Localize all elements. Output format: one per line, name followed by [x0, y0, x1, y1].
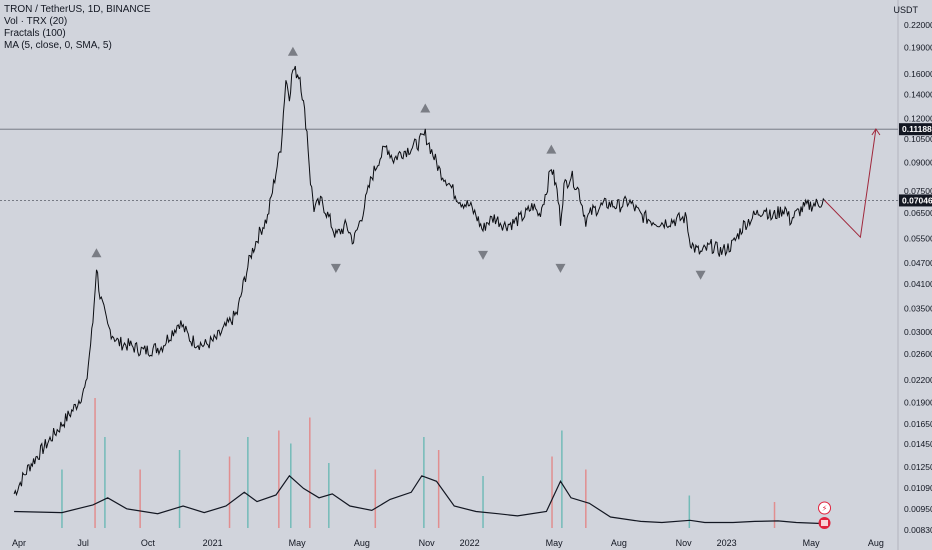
- volume-bar: [139, 469, 141, 528]
- volume-bar: [551, 456, 553, 528]
- volume-bar: [228, 456, 231, 528]
- x-tick-label: May: [546, 538, 564, 548]
- x-tick-label: 2022: [460, 538, 480, 548]
- price-line: [13, 65, 825, 497]
- flag-icon: [821, 520, 829, 526]
- y-tick-label: 0.05500: [904, 234, 932, 244]
- volume-bar: [290, 443, 292, 528]
- projection-arrow: [824, 128, 877, 239]
- fractals-indicator-label[interactable]: Fractals (100): [4, 28, 66, 39]
- y-tick-label: 0.19000: [904, 43, 932, 53]
- symbol-title: TRON / TetherUS, 1D, BINANCE: [4, 4, 151, 15]
- volume-bar: [437, 450, 440, 528]
- volume-bar: [423, 437, 425, 528]
- fractal-up-marker: [91, 248, 102, 258]
- fractal-down-marker: [330, 263, 341, 273]
- volume-bar: [94, 398, 96, 528]
- price-label-box: [899, 194, 932, 207]
- volume-bar: [61, 469, 63, 528]
- y-tick-label: 0.16000: [904, 69, 932, 79]
- y-tick-label: 0.03500: [904, 303, 932, 313]
- x-tick-label: Nov: [676, 538, 693, 548]
- price-axis-unit: USDT: [893, 5, 919, 15]
- lightning-icon: ⚡: [822, 504, 828, 513]
- projection-arrowhead: [871, 128, 881, 136]
- volume-bar: [773, 502, 776, 528]
- x-tick-label: Aug: [354, 538, 370, 548]
- x-tick-label: May: [289, 538, 307, 548]
- volume-bar: [585, 469, 587, 528]
- volume-ma-line: [14, 474, 825, 525]
- x-tick-label: Aug: [611, 538, 627, 548]
- x-tick-label: 2021: [203, 538, 223, 548]
- y-tick-label: 0.10500: [904, 134, 932, 144]
- volume-bar: [561, 430, 563, 528]
- y-tick-label: 0.00830: [904, 525, 932, 535]
- y-tick-label: 0.01650: [904, 419, 932, 429]
- y-tick-label: 0.03000: [904, 327, 932, 337]
- fractal-up-marker: [420, 103, 431, 113]
- y-tick-label: 0.06500: [904, 208, 932, 218]
- volume-bar: [178, 450, 181, 528]
- fractal-up-marker: [546, 144, 557, 154]
- event-badge: [818, 501, 832, 515]
- y-tick-label: 0.04100: [904, 279, 932, 289]
- x-tick-label: Jul: [77, 538, 89, 548]
- volume-bar: [374, 469, 377, 528]
- volume-bar: [482, 476, 484, 528]
- volume-indicator-label[interactable]: Vol · TRX (20): [4, 16, 68, 27]
- y-tick-label: 0.12000: [904, 113, 932, 123]
- x-tick-label: Nov: [419, 538, 436, 548]
- price-label-box: [899, 123, 932, 136]
- y-tick-label: 0.01250: [904, 462, 932, 472]
- y-tick-label: 0.01900: [904, 397, 932, 407]
- y-tick-label: 0.04700: [904, 258, 932, 268]
- x-tick-label: Aug: [868, 538, 884, 548]
- chart-legend: TRON / TetherUS, 1D, BINANCE Vol · TRX (…: [4, 4, 151, 52]
- x-tick-label: 2023: [717, 538, 737, 548]
- y-tick-label: 0.01450: [904, 439, 932, 449]
- price-label: 0.11188: [902, 124, 932, 134]
- x-tick-label: Apr: [12, 538, 26, 548]
- fractal-down-marker: [555, 263, 566, 273]
- y-tick-label: 0.14000: [904, 90, 932, 100]
- price-label: 0.07046: [902, 195, 932, 205]
- x-tick-label: May: [803, 538, 821, 548]
- ma-indicator-label[interactable]: MA (5, close, 0, SMA, 5): [4, 40, 112, 51]
- y-tick-label: 0.02600: [904, 349, 932, 359]
- y-tick-label: 0.07500: [904, 186, 932, 196]
- y-tick-label: 0.01090: [904, 483, 932, 493]
- y-tick-label: 0.02200: [904, 375, 932, 385]
- y-tick-label: 0.00950: [904, 504, 932, 514]
- x-tick-label: Oct: [141, 538, 156, 548]
- volume-bar: [104, 437, 106, 528]
- volume-bar: [278, 430, 280, 528]
- volume-bar: [247, 437, 249, 528]
- y-tick-label: 0.09000: [904, 158, 932, 168]
- fractal-down-marker: [695, 270, 706, 280]
- volume-bar: [309, 417, 311, 528]
- fractal-up-marker: [287, 46, 298, 56]
- volume-bar: [688, 495, 691, 528]
- fractal-down-marker: [478, 250, 489, 260]
- y-tick-label: 0.22000: [904, 20, 932, 30]
